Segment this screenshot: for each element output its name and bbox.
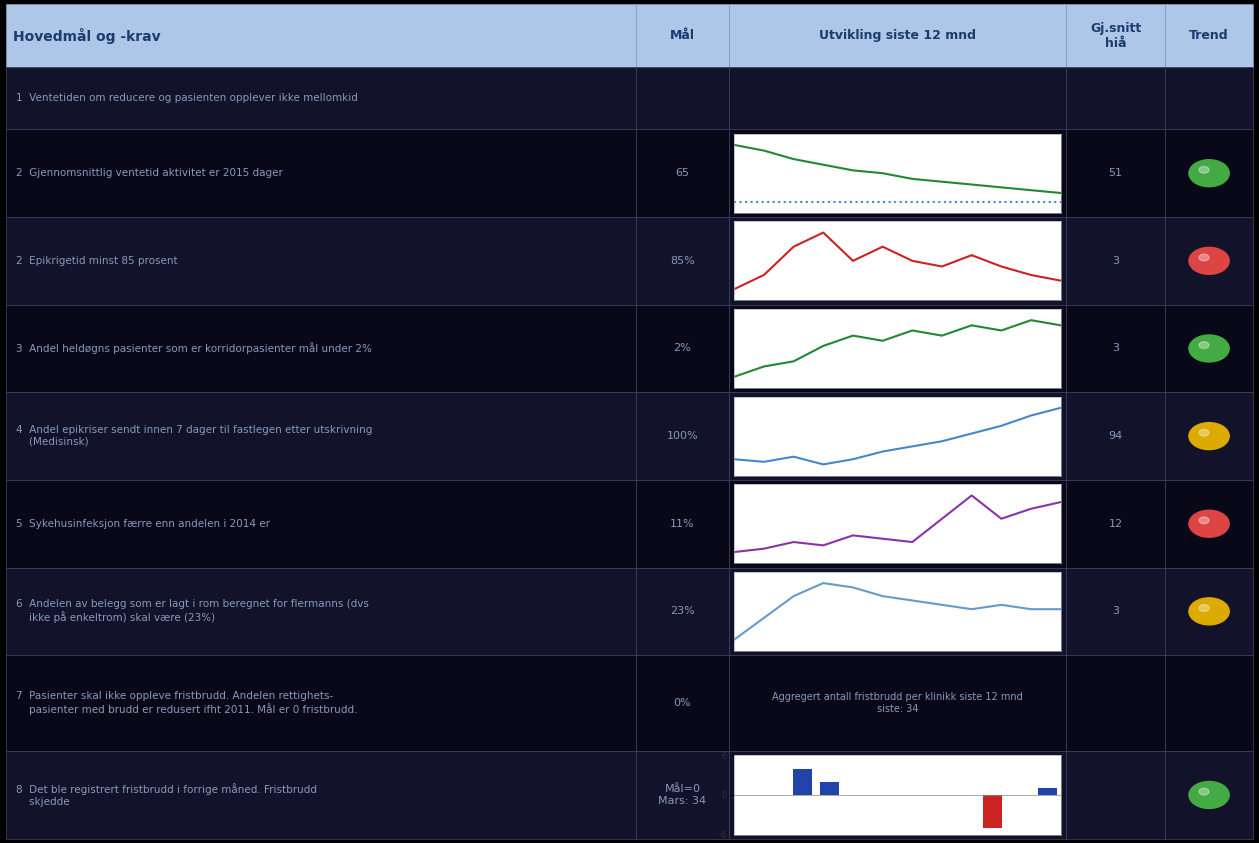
Bar [983, 795, 1002, 828]
Bar [729, 751, 1065, 839]
Text: Aggregert antall fristbrudd per klinikk siste 12 mnd
siste: 34: Aggregert antall fristbrudd per klinikk … [772, 692, 1022, 714]
Text: 11%: 11% [670, 518, 695, 529]
Bar [729, 392, 1065, 480]
Circle shape [1199, 604, 1209, 611]
Circle shape [1199, 166, 1209, 173]
Bar [820, 781, 838, 795]
Text: 85%: 85% [670, 255, 695, 266]
Circle shape [1188, 335, 1229, 362]
Circle shape [1188, 422, 1229, 449]
Bar [1166, 655, 1253, 751]
Bar [636, 567, 729, 655]
Text: 8  Det ble registrert fristbrudd i forrige måned. Fristbrudd
    skjedde: 8 Det ble registrert fristbrudd i forrig… [16, 783, 317, 807]
Bar [1037, 788, 1056, 795]
Text: 94: 94 [1108, 431, 1123, 441]
Text: 3: 3 [1112, 343, 1119, 353]
Text: 6  Andelen av belegg som er lagt i rom beregnet for flermanns (dvs
    ikke på e: 6 Andelen av belegg som er lagt i rom be… [16, 599, 369, 623]
Bar [6, 130, 636, 217]
Circle shape [1188, 598, 1229, 625]
Bar [6, 4, 636, 67]
Bar [636, 655, 729, 751]
Bar [6, 655, 636, 751]
Bar [636, 217, 729, 304]
Bar [1065, 392, 1166, 480]
Text: Mål=0
Mars: 34: Mål=0 Mars: 34 [658, 784, 706, 806]
Bar [729, 480, 1065, 567]
Bar [1166, 567, 1253, 655]
Circle shape [1188, 159, 1229, 186]
Text: Gj.snitt
hiå: Gj.snitt hiå [1090, 22, 1141, 50]
Bar [1065, 567, 1166, 655]
Bar [729, 567, 1065, 655]
Bar [793, 769, 812, 795]
Bar [6, 217, 636, 304]
Bar [1166, 130, 1253, 217]
Bar [1065, 130, 1166, 217]
Text: 23%: 23% [670, 606, 695, 616]
Bar [1166, 751, 1253, 839]
Bar [1166, 304, 1253, 392]
Text: 3  Andel heldøgns pasienter som er korridorpasienter mål under 2%: 3 Andel heldøgns pasienter som er korrid… [16, 342, 373, 354]
Bar [1166, 392, 1253, 480]
Text: 12: 12 [1108, 518, 1123, 529]
Bar [1166, 67, 1253, 130]
Bar [6, 751, 636, 839]
Circle shape [1199, 341, 1209, 348]
Bar [636, 4, 729, 67]
Text: 2  Gjennomsnittlig ventetid aktivitet er 2015 dager: 2 Gjennomsnittlig ventetid aktivitet er … [16, 169, 283, 178]
Text: Mål: Mål [670, 29, 695, 42]
Bar [6, 567, 636, 655]
Text: 0%: 0% [674, 698, 691, 708]
Bar [729, 655, 1065, 751]
Circle shape [1188, 247, 1229, 274]
Text: 4  Andel epikriser sendt innen 7 dager til fastlegen etter utskrivning
    (Medi: 4 Andel epikriser sendt innen 7 dager ti… [16, 426, 373, 447]
Bar [6, 480, 636, 567]
Bar [729, 217, 1065, 304]
Circle shape [1199, 517, 1209, 524]
Bar [636, 130, 729, 217]
Circle shape [1188, 510, 1229, 537]
Text: 1  Ventetiden om reducere og pasienten opplever ikke mellomkid: 1 Ventetiden om reducere og pasienten op… [16, 93, 359, 103]
Bar [1166, 217, 1253, 304]
Bar [729, 4, 1065, 67]
Circle shape [1188, 781, 1229, 808]
Bar [1065, 655, 1166, 751]
Text: 2  Epikrigetid minst 85 prosent: 2 Epikrigetid minst 85 prosent [16, 255, 178, 266]
Text: 51: 51 [1109, 169, 1123, 178]
Bar [1065, 217, 1166, 304]
Bar [729, 67, 1065, 130]
Bar [1065, 751, 1166, 839]
Text: Trend: Trend [1190, 29, 1229, 42]
Circle shape [1199, 254, 1209, 260]
Text: 3: 3 [1112, 255, 1119, 266]
Text: 65: 65 [676, 169, 690, 178]
Bar [1065, 480, 1166, 567]
Bar [1065, 304, 1166, 392]
Circle shape [1199, 429, 1209, 436]
Bar [636, 480, 729, 567]
Bar [1065, 4, 1166, 67]
Bar [6, 392, 636, 480]
Bar [1166, 480, 1253, 567]
Text: Hovedmål og -krav: Hovedmål og -krav [13, 28, 160, 44]
Text: 100%: 100% [667, 431, 699, 441]
Text: Utvikling siste 12 mnd: Utvikling siste 12 mnd [818, 29, 976, 42]
Circle shape [1199, 788, 1209, 795]
Bar [636, 67, 729, 130]
Bar [1065, 67, 1166, 130]
Text: 3: 3 [1112, 606, 1119, 616]
Text: 2%: 2% [674, 343, 691, 353]
Bar [729, 304, 1065, 392]
Text: 7  Pasienter skal ikke oppleve fristbrudd. Andelen rettighets-
    pasienter med: 7 Pasienter skal ikke oppleve fristbrudd… [16, 691, 358, 715]
Bar [636, 392, 729, 480]
Text: 5  Sykehusinfeksjon færre enn andelen i 2014 er: 5 Sykehusinfeksjon færre enn andelen i 2… [16, 518, 271, 529]
Bar [6, 304, 636, 392]
Bar [729, 130, 1065, 217]
Bar [1166, 4, 1253, 67]
Bar [6, 67, 636, 130]
Bar [636, 751, 729, 839]
Bar [636, 304, 729, 392]
